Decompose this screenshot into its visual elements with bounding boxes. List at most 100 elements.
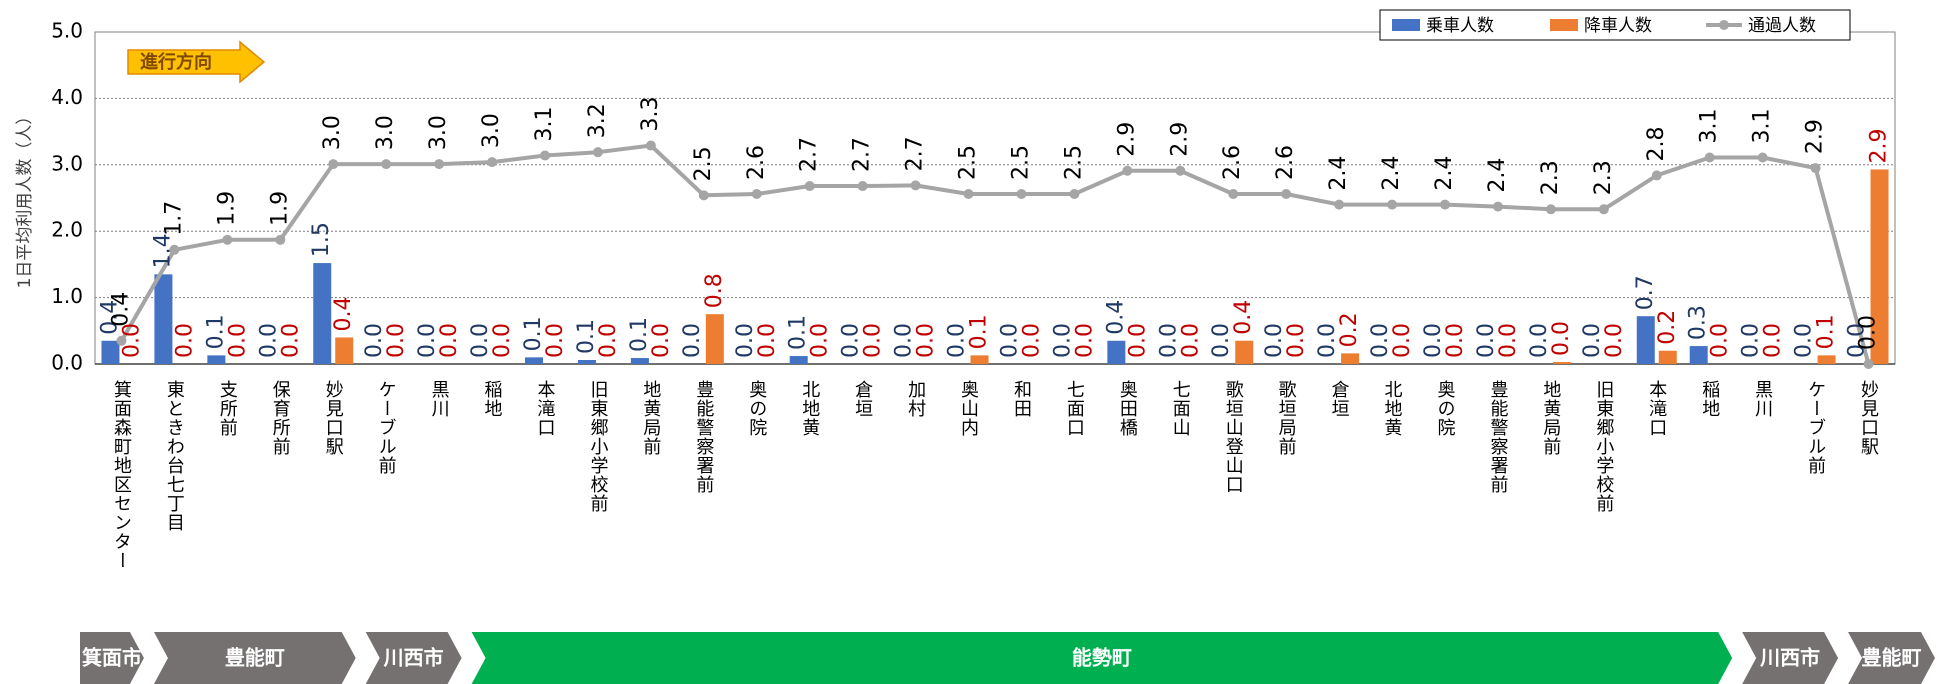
alighting-value-label: 0.0: [119, 323, 144, 358]
passing-point: [116, 335, 127, 346]
passing-value-label: 3.0: [479, 113, 504, 148]
passing-value-label: 1.9: [214, 191, 239, 226]
passing-point: [487, 157, 498, 168]
alighting-value-label: 0.0: [808, 323, 833, 358]
alighting-bar: [705, 314, 724, 364]
passing-value-label: 2.4: [1379, 156, 1404, 191]
passing-point: [963, 189, 974, 200]
legend-swatch-boarding: [1392, 19, 1420, 31]
passing-value-label: 3.0: [320, 115, 345, 150]
passing-point: [1757, 152, 1768, 163]
boarding-bar: [1636, 316, 1655, 364]
boarding-value-label: 0.0: [1739, 323, 1764, 358]
alighting-value-label: 0.0: [1443, 323, 1468, 358]
passing-point: [751, 189, 762, 200]
passing-value-label: 3.2: [585, 103, 610, 138]
stop-label: 東ときわ台七丁目: [164, 380, 185, 532]
legend-label-boarding: 乗車人数: [1426, 16, 1494, 36]
alighting-value-label: 0.0: [914, 323, 939, 358]
stop-label: 七面山: [1170, 380, 1191, 437]
passing-point: [1492, 201, 1503, 212]
stop-label: 加村: [905, 380, 926, 418]
passing-point: [1810, 163, 1821, 174]
region-label: 能勢町: [1072, 646, 1132, 670]
boarding-value-label: 0.1: [574, 319, 599, 354]
stop-label: 豊能警察署前: [1487, 380, 1508, 494]
region-banner: [1848, 632, 1935, 684]
stop-label: 本滝口: [1646, 380, 1667, 437]
region-banner: [80, 632, 144, 684]
passing-value-label: 2.6: [744, 145, 769, 180]
passing-value-label: 2.5: [691, 146, 716, 181]
y-axis-title: 1日平均利用人数（人）: [15, 108, 35, 289]
stop-label: 地黄局前: [640, 380, 661, 456]
stop-label: 北地黄: [799, 380, 820, 437]
stop-label: 奥田橋: [1117, 380, 1138, 437]
boarding-value-label: 0.7: [1633, 275, 1658, 310]
alighting-value-label: 0.2: [1337, 312, 1362, 347]
boarding-value-label: 0.0: [415, 323, 440, 358]
passing-value-label: 2.9: [1803, 119, 1828, 154]
passing-point: [1704, 152, 1715, 163]
boarding-value-label: 0.0: [362, 323, 387, 358]
boarding-value-label: 0.1: [786, 315, 811, 350]
passing-point: [1122, 165, 1133, 176]
boarding-value-label: 0.0: [1209, 323, 1234, 358]
alighting-bar: [1235, 340, 1254, 364]
legend-label-alighting: 降車人数: [1584, 16, 1652, 36]
passing-value-label: 3.1: [532, 107, 557, 142]
passing-point: [645, 140, 656, 151]
boarding-value-label: 0.0: [1474, 323, 1499, 358]
region-banner: [471, 632, 1733, 684]
boarding-value-label: 0.3: [1686, 305, 1711, 340]
boarding-value-label: 0.0: [997, 323, 1022, 358]
stop-label: 旧東郷小学校前: [1593, 380, 1614, 513]
passing-point: [1440, 199, 1450, 210]
passing-line: [119, 143, 1871, 365]
legend: 乗車人数 降車人数 通過人数: [1379, 9, 1851, 41]
passing-point: [275, 234, 286, 245]
stop-label: 和田: [1011, 380, 1032, 418]
y-tick-label: 4.0: [51, 85, 83, 109]
passing-value-label: 3.0: [426, 115, 451, 150]
alighting-value-label: 0.0: [1761, 323, 1786, 358]
passing-value-label: 3.1: [1750, 108, 1775, 143]
stop-label: 妙見口駅: [1858, 380, 1879, 456]
y-tick-label: 0.0: [51, 351, 83, 375]
alighting-value-label: 0.1: [967, 314, 992, 349]
boarding-value-label: 0.0: [1050, 323, 1075, 358]
boarding-value-label: 0.4: [97, 300, 122, 335]
passing-point: [698, 190, 709, 201]
stop-label: 奥山内: [958, 380, 979, 437]
passing-value-label: 2.5: [1061, 145, 1086, 180]
passing-value-label: 2.6: [1220, 145, 1245, 180]
passing-point: [1651, 170, 1662, 181]
stop-label: 支所前: [217, 380, 238, 437]
passing-value-label: 0.4: [108, 292, 133, 327]
alighting-value-label: 0.4: [1231, 300, 1256, 335]
boarding-value-label: 0.1: [521, 316, 546, 351]
alighting-value-label: 0.0: [437, 323, 462, 358]
boarding-value-label: 0.0: [256, 323, 281, 358]
boarding-value-label: 0.1: [203, 314, 228, 349]
passing-point: [1334, 199, 1345, 210]
boarding-value-label: 0.1: [627, 317, 652, 352]
boarding-value-label: 0.0: [945, 323, 970, 358]
passing-point: [381, 159, 392, 170]
passing-value-label: 3.3: [638, 97, 663, 132]
y-tick-label: 3.0: [51, 151, 83, 175]
legend-swatch-alighting: [1550, 19, 1578, 31]
alighting-value-label: 0.0: [861, 323, 886, 358]
passing-value-label: 2.7: [797, 137, 822, 172]
boarding-value-label: 0.0: [1792, 323, 1817, 358]
boarding-value-label: 0.0: [1315, 323, 1340, 358]
alighting-value-label: 0.0: [755, 323, 780, 358]
region-banner: [153, 632, 356, 684]
boarding-value-label: 0.0: [892, 323, 917, 358]
stop-label: 本滝口: [535, 380, 556, 437]
boarding-bar: [577, 360, 596, 364]
passing-value-label: 2.4: [1326, 156, 1351, 191]
boarding-value-label: 0.0: [1421, 323, 1446, 358]
y-tick-label: 1.0: [51, 284, 83, 308]
